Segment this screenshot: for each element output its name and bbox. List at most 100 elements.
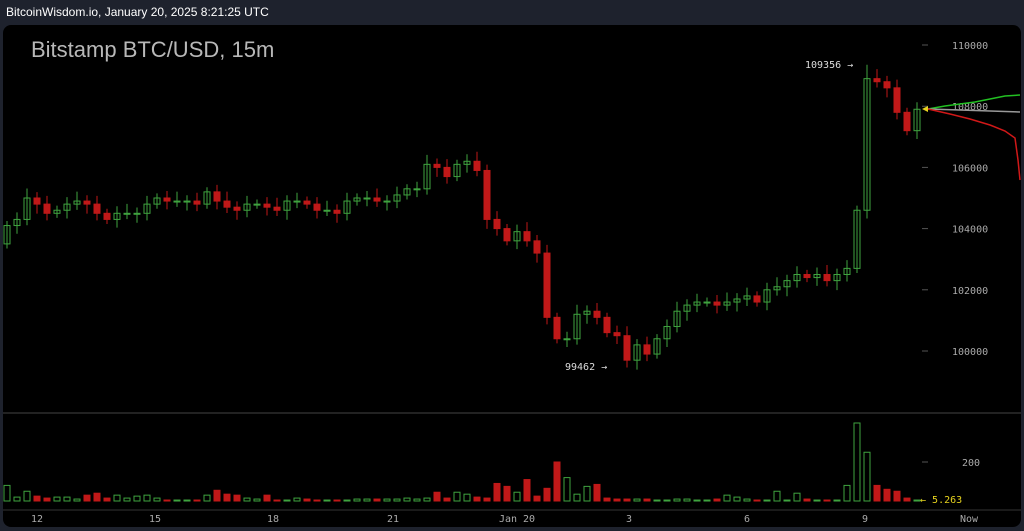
- candle-body: [713, 301, 721, 306]
- volume-bar: [253, 498, 261, 502]
- price-tick-label: 110000: [952, 41, 988, 52]
- candle-body: [773, 286, 781, 291]
- low-annotation: 99462 →: [565, 362, 607, 373]
- volume-bar: [293, 497, 301, 502]
- volume-bar: [83, 494, 91, 502]
- forecast-high-line: [927, 94, 1021, 110]
- volume-bar: [193, 499, 201, 502]
- candle-body: [433, 163, 441, 168]
- chart-panel: 110000 108000 106000 104000 102000 100000 200 1…: [3, 25, 1021, 527]
- candle-body: [683, 304, 691, 312]
- volume-bar: [733, 496, 741, 502]
- candle-body: [573, 313, 581, 340]
- candle-body: [273, 206, 281, 211]
- candle-body: [23, 197, 31, 220]
- chart-title: Bitstamp BTC/USD, 15m: [31, 37, 275, 62]
- candle-body: [143, 203, 151, 214]
- forecast-low-line: [927, 108, 1021, 181]
- candle-body: [53, 209, 61, 214]
- volume-bar: [433, 491, 441, 502]
- volume-bar: [163, 499, 171, 502]
- volume-bar: [133, 495, 141, 502]
- candle-body: [563, 338, 571, 341]
- candle-body: [3, 225, 11, 245]
- volume-bar: [903, 497, 911, 502]
- volume-bar: [693, 499, 701, 502]
- volume-bar: [273, 499, 281, 502]
- volume-bar: [603, 497, 611, 502]
- candle-body: [523, 231, 531, 242]
- candle-body: [413, 188, 421, 191]
- candle-body: [473, 160, 481, 171]
- volume-bar: [263, 494, 271, 502]
- x-tick-label: Now: [960, 514, 979, 525]
- candle-body: [453, 163, 461, 178]
- candle-body: [133, 212, 141, 215]
- candle-body: [733, 298, 741, 303]
- candle-body: [83, 200, 91, 205]
- volume-bar: [913, 499, 921, 502]
- volume-bar: [363, 498, 371, 502]
- candle-body: [163, 197, 171, 202]
- candle-body: [383, 200, 391, 203]
- candle-body: [483, 169, 491, 220]
- volume-bar: [713, 498, 721, 502]
- candle-body: [13, 218, 21, 227]
- volume-bar: [533, 495, 541, 502]
- volume-bar: [303, 498, 311, 502]
- candle-body: [533, 240, 541, 254]
- candle-body: [503, 228, 511, 242]
- price-tick-label: 104000: [952, 225, 988, 236]
- candle-body: [353, 197, 361, 202]
- x-tick-label: 3: [626, 514, 632, 525]
- candle-body: [813, 274, 821, 279]
- candle-body: [693, 301, 701, 306]
- volume-bar: [723, 494, 731, 502]
- volume-bar: [343, 499, 351, 502]
- candle-body: [43, 203, 51, 214]
- volume-bar: [773, 490, 781, 502]
- candle-body: [123, 212, 131, 215]
- candlestick-chart[interactable]: 110000 108000 106000 104000 102000 100000 200 1…: [3, 25, 1021, 527]
- volume-bar: [413, 498, 421, 502]
- candle-body: [543, 252, 551, 318]
- price-tick-label: 102000: [952, 286, 988, 297]
- volume-bar: [223, 493, 231, 502]
- candle-body: [313, 203, 321, 211]
- candle-body: [393, 194, 401, 202]
- candle-body: [493, 218, 501, 230]
- candle-body: [283, 200, 291, 211]
- volume-bar: [633, 498, 641, 502]
- volume-bar: [863, 451, 871, 502]
- candle-body: [293, 200, 301, 203]
- volume-bar: [423, 497, 431, 502]
- candle-body: [633, 344, 641, 361]
- volume-bar: [683, 498, 691, 502]
- candle-body: [223, 200, 231, 208]
- volume-bar: [33, 495, 41, 502]
- volume-bar: [3, 484, 11, 502]
- price-tick-label: 106000: [952, 163, 988, 174]
- candle-body: [743, 295, 751, 300]
- high-annotation: 109356 →: [805, 60, 853, 71]
- volume-bar: [513, 491, 521, 502]
- volume-bar: [573, 493, 581, 502]
- header-title: BitcoinWisdom.io, January 20, 2025 8:21:…: [6, 5, 269, 19]
- volume-bar: [673, 498, 681, 502]
- candle-body: [873, 78, 881, 83]
- volume-bar: [623, 498, 631, 502]
- volume-bar: [463, 493, 471, 502]
- candle-body: [263, 203, 271, 208]
- candle-body: [463, 160, 471, 165]
- candle-body: [863, 78, 871, 211]
- candle-body: [63, 203, 71, 211]
- candle-body: [93, 203, 101, 214]
- candle-body: [173, 200, 181, 203]
- candle-body: [333, 209, 341, 214]
- volume-tick-label: 200: [962, 458, 980, 469]
- candle-body: [583, 310, 591, 315]
- x-tick-label: 12: [31, 514, 43, 525]
- price-tick-label: 100000: [952, 347, 988, 358]
- volume-bar: [583, 485, 591, 502]
- candle-body: [673, 310, 681, 328]
